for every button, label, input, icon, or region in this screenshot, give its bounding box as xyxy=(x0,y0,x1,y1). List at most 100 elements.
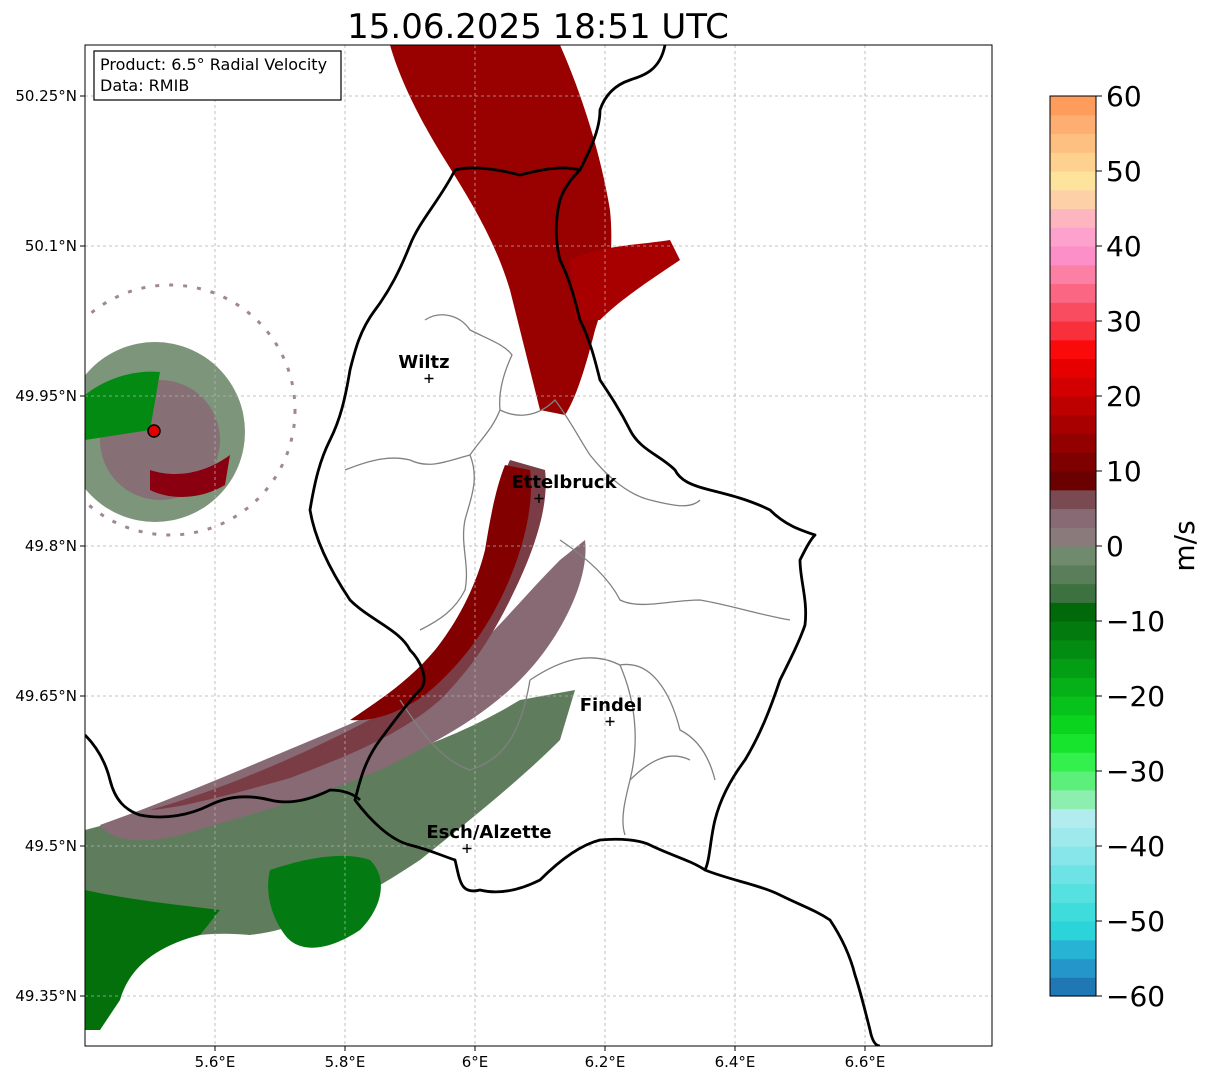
x-tick-label: 6.6°E xyxy=(845,1053,886,1071)
colorbar-tick-label: 40 xyxy=(1106,230,1142,263)
colorbar-band xyxy=(1050,377,1096,397)
colorbar-tick-label: −30 xyxy=(1106,755,1165,788)
border-luxembourg xyxy=(308,166,817,894)
colorbar-band xyxy=(1050,677,1096,697)
echo-inbound-green-band xyxy=(85,690,575,980)
y-tick-label: 49.8°N xyxy=(25,537,77,555)
y-tick-label: 49.95°N xyxy=(15,387,77,405)
national-borders xyxy=(85,45,881,1046)
colorbar-tick-label: 0 xyxy=(1106,530,1124,563)
border-germany-east xyxy=(578,45,667,171)
y-tick-label: 49.35°N xyxy=(15,987,77,1005)
colorbar-band xyxy=(1050,321,1096,341)
echo-inbound-dark-green-sw xyxy=(85,890,220,1030)
city-findel: Findel xyxy=(580,695,643,726)
colorbar-band xyxy=(1050,433,1096,453)
colorbar-bands xyxy=(1050,96,1096,997)
colorbar: 60 50 40 30 20 10 0 −10 −20 −30 −40 −50 −60 m/s xyxy=(1049,80,1201,1013)
colorbar-band xyxy=(1050,789,1096,810)
colorbar-band xyxy=(1050,546,1096,566)
echo-inbound-dark-green-cell xyxy=(268,855,381,948)
y-tick-label: 50.1°N xyxy=(25,237,77,255)
colorbar-label: m/s xyxy=(1168,520,1201,571)
colorbar-band xyxy=(1050,846,1096,866)
colorbar-band xyxy=(1050,696,1096,716)
colorbar-band xyxy=(1050,977,1096,997)
colorbar-band xyxy=(1050,827,1096,847)
colorbar-band xyxy=(1050,264,1096,285)
colorbar-band xyxy=(1050,864,1096,885)
colorbar-band xyxy=(1050,133,1096,153)
city-esch-alzette: Esch/Alzette xyxy=(426,822,552,853)
colorbar-tick-label: −40 xyxy=(1106,830,1165,863)
figure-title: 15.06.2025 18:51 UTC xyxy=(347,7,729,47)
info-data-source: Data: RMIB xyxy=(100,76,189,95)
colorbar-tick-label: −50 xyxy=(1106,905,1165,938)
colorbar-band xyxy=(1050,358,1096,378)
y-tick-label: 50.25°N xyxy=(15,87,77,105)
colorbar-band xyxy=(1050,808,1096,828)
radar-site-marker xyxy=(147,424,161,438)
y-tick-label: 49.65°N xyxy=(15,687,77,705)
colorbar-ticks: 60 50 40 30 20 10 0 −10 −20 −30 −40 −50 −60 xyxy=(1096,80,1165,1013)
city-label-findel: Findel xyxy=(580,695,643,716)
colorbar-band xyxy=(1050,414,1096,435)
city-ettelbruck: Ettelbruck xyxy=(511,472,618,503)
colorbar-band xyxy=(1050,171,1096,191)
x-tick-label: 6°E xyxy=(462,1053,489,1071)
colorbar-band xyxy=(1050,902,1096,922)
colorbar-band xyxy=(1050,452,1096,472)
colorbar-band xyxy=(1050,658,1096,678)
colorbar-tick-label: 60 xyxy=(1106,80,1142,113)
x-tick-label: 5.6°E xyxy=(195,1053,236,1071)
colorbar-band xyxy=(1050,152,1096,172)
echo-far-scatter-ring xyxy=(85,283,297,537)
colorbar-tick-label: 10 xyxy=(1106,455,1142,488)
colorbar-band xyxy=(1050,771,1096,791)
info-product: Product: 6.5° Radial Velocity xyxy=(100,55,327,74)
colorbar-band xyxy=(1050,883,1096,903)
colorbar-band xyxy=(1050,527,1096,547)
city-markers: Wiltz Ettelbruck Findel Esch/Alzette xyxy=(398,352,642,853)
border-germany-south xyxy=(704,868,881,1046)
colorbar-band xyxy=(1050,958,1096,978)
map-area: Wiltz Ettelbruck Findel Esch/Alzette Pro… xyxy=(85,45,992,1046)
colorbar-tick-label: −20 xyxy=(1106,680,1165,713)
echo-outbound-red-core-north xyxy=(390,45,612,415)
border-france xyxy=(85,734,361,819)
x-tick-label: 5.8°E xyxy=(325,1053,366,1071)
x-tick-label: 6.4°E xyxy=(715,1053,756,1071)
colorbar-band xyxy=(1050,639,1096,660)
x-tick-label: 6.2°E xyxy=(585,1053,626,1071)
colorbar-band xyxy=(1050,602,1096,622)
echo-near-site-green xyxy=(85,371,160,440)
canton-boundaries xyxy=(344,314,791,836)
colorbar-band xyxy=(1050,621,1096,641)
colorbar-band xyxy=(1050,96,1096,116)
colorbar-band xyxy=(1050,189,1096,210)
colorbar-band xyxy=(1050,246,1096,266)
colorbar-band xyxy=(1050,283,1096,303)
echo-outbound-red-cells-east xyxy=(570,240,680,320)
colorbar-band xyxy=(1050,733,1096,753)
colorbar-band xyxy=(1050,508,1096,528)
city-label-wiltz: Wiltz xyxy=(398,352,449,373)
colorbar-band xyxy=(1050,396,1096,416)
colorbar-tick-label: 50 xyxy=(1106,155,1142,188)
echo-near-site-red xyxy=(150,455,230,497)
colorbar-band xyxy=(1050,339,1096,360)
colorbar-band xyxy=(1050,227,1096,247)
radar-echoes xyxy=(85,45,680,1030)
x-axis: 5.6°E 5.8°E 6°E 6.2°E 6.4°E 6.6°E xyxy=(195,1046,886,1071)
y-tick-label: 49.5°N xyxy=(25,837,77,855)
city-label-ettelbruck: Ettelbruck xyxy=(511,472,617,493)
y-axis: 50.25°N 50.1°N 49.95°N 49.8°N 49.65°N 49… xyxy=(15,87,85,1005)
colorbar-band xyxy=(1050,583,1096,603)
colorbar-band xyxy=(1050,489,1096,510)
colorbar-tick-label: 20 xyxy=(1106,380,1142,413)
colorbar-band xyxy=(1050,921,1096,941)
echo-outbound-mauve-band xyxy=(100,540,586,841)
gridlines xyxy=(85,45,992,1046)
colorbar-band xyxy=(1050,752,1096,772)
